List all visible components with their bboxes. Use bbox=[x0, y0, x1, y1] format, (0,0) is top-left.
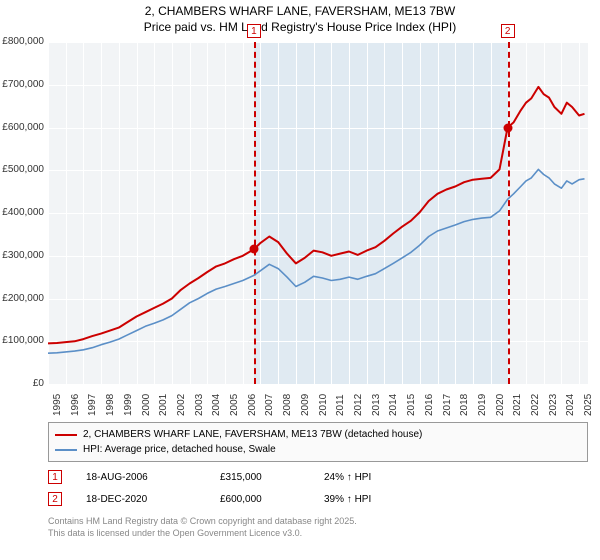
x-tick-label: 2015 bbox=[406, 394, 417, 416]
y-tick-label: £700,000 bbox=[0, 79, 44, 90]
sale-row-badge: 1 bbox=[48, 470, 62, 484]
x-tick-label: 2002 bbox=[176, 394, 187, 416]
chart-lines bbox=[48, 42, 588, 384]
sale-price: £600,000 bbox=[220, 494, 300, 505]
sale-date: 18-AUG-2006 bbox=[86, 472, 196, 483]
x-tick-label: 2006 bbox=[247, 394, 258, 416]
y-tick-label: £200,000 bbox=[0, 293, 44, 304]
sale-delta: 39% ↑ HPI bbox=[324, 494, 414, 505]
x-tick-label: 2021 bbox=[512, 394, 523, 416]
title-line-1: 2, CHAMBERS WHARF LANE, FAVERSHAM, ME13 … bbox=[0, 4, 600, 20]
x-tick-label: 2023 bbox=[548, 394, 559, 416]
sale-marker-badge: 2 bbox=[501, 24, 515, 38]
sale-price: £315,000 bbox=[220, 472, 300, 483]
x-tick-label: 1998 bbox=[105, 394, 116, 416]
x-tick-label: 2014 bbox=[388, 394, 399, 416]
x-tick-label: 2024 bbox=[565, 394, 576, 416]
y-tick-label: £100,000 bbox=[0, 335, 44, 346]
y-tick-label: £500,000 bbox=[0, 164, 44, 175]
x-tick-label: 2008 bbox=[282, 394, 293, 416]
sale-dot bbox=[249, 245, 258, 254]
x-tick-label: 2005 bbox=[229, 394, 240, 416]
x-tick-label: 2017 bbox=[442, 394, 453, 416]
x-tick-label: 2000 bbox=[141, 394, 152, 416]
x-tick-label: 2007 bbox=[264, 394, 275, 416]
x-tick-label: 2025 bbox=[583, 394, 594, 416]
x-tick-label: 2003 bbox=[194, 394, 205, 416]
legend-item: HPI: Average price, detached house, Swal… bbox=[55, 442, 581, 457]
footer-line-2: This data is licensed under the Open Gov… bbox=[48, 528, 357, 540]
x-tick-label: 2018 bbox=[459, 394, 470, 416]
x-tick-label: 2020 bbox=[495, 394, 506, 416]
plot-area: 12 bbox=[48, 42, 588, 384]
legend-box: 2, CHAMBERS WHARF LANE, FAVERSHAM, ME13 … bbox=[48, 422, 588, 462]
gridline-horizontal bbox=[48, 384, 588, 385]
legend-label: HPI: Average price, detached house, Swal… bbox=[83, 442, 276, 457]
sale-dot bbox=[503, 123, 512, 132]
y-tick-label: £300,000 bbox=[0, 250, 44, 261]
x-tick-label: 2010 bbox=[318, 394, 329, 416]
sale-row: 1 18-AUG-2006 £315,000 24% ↑ HPI bbox=[48, 466, 414, 488]
x-tick-label: 2016 bbox=[424, 394, 435, 416]
legend-swatch bbox=[55, 434, 77, 436]
x-tick-label: 2019 bbox=[477, 394, 488, 416]
footer-line-1: Contains HM Land Registry data © Crown c… bbox=[48, 516, 357, 528]
x-tick-label: 2011 bbox=[335, 394, 346, 416]
y-tick-label: £0 bbox=[0, 378, 44, 389]
legend-item: 2, CHAMBERS WHARF LANE, FAVERSHAM, ME13 … bbox=[55, 427, 581, 442]
sale-date: 18-DEC-2020 bbox=[86, 494, 196, 505]
sale-row: 2 18-DEC-2020 £600,000 39% ↑ HPI bbox=[48, 488, 414, 510]
sale-row-badge: 2 bbox=[48, 492, 62, 506]
legend-swatch bbox=[55, 449, 77, 451]
x-tick-label: 2012 bbox=[353, 394, 364, 416]
y-tick-label: £600,000 bbox=[0, 122, 44, 133]
x-tick-label: 1995 bbox=[52, 394, 63, 416]
x-tick-label: 2022 bbox=[530, 394, 541, 416]
x-tick-label: 2009 bbox=[300, 394, 311, 416]
series-hpi bbox=[48, 169, 585, 353]
x-tick-label: 1997 bbox=[87, 394, 98, 416]
sales-table: 1 18-AUG-2006 £315,000 24% ↑ HPI 2 18-DEC-202… bbox=[48, 466, 414, 510]
sale-delta: 24% ↑ HPI bbox=[324, 472, 414, 483]
chart-container: 2, CHAMBERS WHARF LANE, FAVERSHAM, ME13 … bbox=[0, 0, 600, 560]
x-tick-label: 1999 bbox=[123, 394, 134, 416]
x-tick-label: 2001 bbox=[158, 394, 169, 416]
x-tick-label: 1996 bbox=[70, 394, 81, 416]
sale-marker-badge: 1 bbox=[247, 24, 261, 38]
footer-note: Contains HM Land Registry data © Crown c… bbox=[48, 516, 357, 539]
x-tick-label: 2013 bbox=[371, 394, 382, 416]
y-tick-label: £400,000 bbox=[0, 207, 44, 218]
y-tick-label: £800,000 bbox=[0, 36, 44, 47]
x-tick-label: 2004 bbox=[211, 394, 222, 416]
legend-label: 2, CHAMBERS WHARF LANE, FAVERSHAM, ME13 … bbox=[83, 427, 422, 442]
